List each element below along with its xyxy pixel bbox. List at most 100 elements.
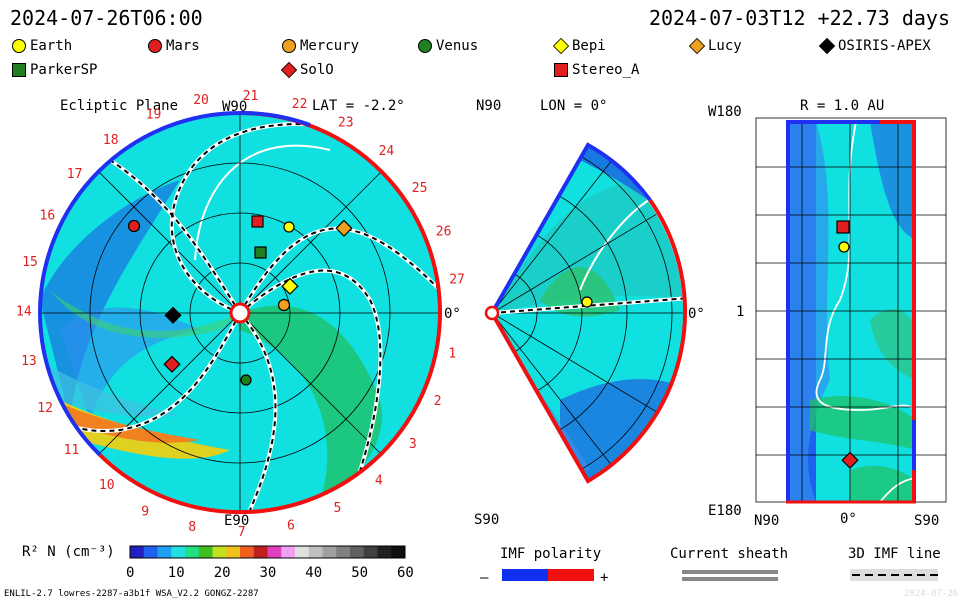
carrington-label: 20 (193, 93, 209, 108)
carrington-label: 24 (379, 144, 395, 159)
left-timestamp: 2024-07-26T06:00 (10, 6, 203, 30)
colorbar-swatch (267, 546, 282, 558)
colorbar-swatch (322, 546, 337, 558)
colorbar-swatch (157, 546, 172, 558)
carrington-label: 14 (16, 305, 32, 320)
carrington-label: 17 (67, 167, 83, 182)
n90-x-label: N90 (754, 513, 779, 529)
sheath-label: Current sheath (670, 546, 788, 562)
legend-item-stereo-a: Stereo_A (554, 62, 639, 78)
carrington-label: 10 (99, 478, 115, 493)
carrington-label: 22 (292, 97, 308, 112)
colorbar-swatch (226, 546, 241, 558)
legend-label: OSIRIS-APEX (838, 38, 931, 54)
r-label: R = 1.0 AU (800, 98, 884, 114)
stereo-a-marker (251, 215, 264, 228)
carrington-label: 15 (22, 255, 38, 270)
ecliptic-title: Ecliptic Plane (60, 98, 178, 114)
earth-marker-2 (581, 296, 593, 308)
carrington-label: 7 (238, 525, 246, 540)
one-label: 1 (736, 304, 744, 320)
carrington-label: 23 (338, 115, 354, 130)
carrington-label: 11 (64, 443, 80, 458)
carrington-label: 1 (448, 347, 456, 362)
w180-label: W180 (708, 104, 742, 120)
lon-label: LON = 0° (540, 98, 607, 114)
colorbar-swatch (281, 546, 296, 558)
s90-label: S90 (474, 512, 499, 528)
legend-label: Bepi (572, 38, 606, 54)
venus-marker (240, 374, 252, 386)
imf-label: IMF polarity (500, 546, 601, 562)
legend-item-earth: Earth (12, 38, 72, 54)
lucy-marker (335, 219, 353, 237)
legend-item-mars: Mars (148, 38, 200, 54)
bepi-marker (281, 277, 299, 295)
carrington-label: 4 (375, 473, 383, 488)
colorbar-tick: 30 (260, 565, 277, 581)
legend-item-solo: SolO (280, 61, 334, 79)
n90-label: N90 (476, 98, 501, 114)
stereo-a-marker-3 (836, 220, 850, 234)
colorbar-tick: 50 (351, 565, 368, 581)
earth-marker (283, 221, 295, 233)
carrington-label: 19 (146, 108, 162, 123)
legend-label: Venus (436, 38, 479, 54)
colorbar-tick: 10 (168, 565, 185, 581)
legend-item-bepi: Bepi (552, 37, 606, 55)
colorbar-swatch (171, 546, 186, 558)
solo-marker-3 (841, 451, 859, 469)
footer-right: 2024-07-26 (904, 589, 958, 599)
legend-item-osiris-apex: OSIRIS-APEX (818, 37, 931, 55)
carrington-label: 25 (412, 181, 428, 196)
circle-icon (418, 39, 432, 53)
colorbar-swatch (363, 546, 378, 558)
colorbar-swatch (185, 546, 200, 558)
carrington-label: 21 (243, 89, 259, 104)
carrington-label: 9 (141, 504, 149, 519)
earth-marker-3 (838, 241, 850, 253)
legend-label: Lucy (708, 38, 742, 54)
colorbar-tick: 40 (305, 565, 322, 581)
e180-label: E180 (708, 503, 742, 519)
legend-label: Mars (166, 38, 200, 54)
colorbar-tick: 60 (397, 565, 414, 581)
zero-label-2: 0° (688, 306, 705, 322)
carrington-label: 16 (40, 209, 56, 224)
colorbar-swatch (143, 546, 158, 558)
carrington-label: 2 (434, 394, 442, 409)
legend-label: Mercury (300, 38, 360, 54)
carrington-label: 27 (449, 272, 465, 287)
colorbar: R² N (cm⁻³) 0 10 20 30 40 50 60 (22, 544, 414, 581)
carrington-label: 18 (103, 133, 119, 148)
legend-label: Stereo_A (572, 62, 640, 78)
colorbar-swatch (391, 546, 406, 558)
right-timestamp: 2024-07-03T12 +22.73 days (648, 6, 950, 30)
legend-label: Earth (30, 38, 73, 54)
solo-marker (163, 355, 181, 373)
colorbar-swatch (130, 546, 145, 558)
carrington-label: 8 (188, 520, 196, 535)
colorbar-tick: 20 (214, 565, 231, 581)
colorbar-swatch (350, 546, 365, 558)
footer-left: ENLIL-2.7 lowres-2287-a3b1f WSA_V2.2 GON… (4, 589, 259, 599)
legend-item-lucy: Lucy (688, 37, 742, 55)
s90-x-label: S90 (914, 513, 939, 529)
legend-label: SolO (300, 62, 334, 78)
meridional-panel: N90 LON = 0° S90 0° (474, 98, 705, 528)
imf-line-legend: 3D IMF line (848, 546, 941, 581)
colorbar-swatch (336, 546, 351, 558)
square-icon (554, 63, 568, 77)
legend-label: ParkerSP (30, 62, 98, 78)
ecliptic-panel: Ecliptic Plane LAT = -2.2° W90 E90 0° 12… (16, 89, 465, 540)
mercury-marker (277, 298, 291, 312)
legend-item-mercury: Mercury (282, 38, 359, 54)
current-sheath-legend: Current sheath (670, 546, 788, 581)
imf-polarity-legend: IMF polarity – + (480, 546, 608, 586)
colorbar-swatch (212, 546, 227, 558)
square-icon (12, 63, 26, 77)
circle-icon (12, 39, 26, 53)
colorbar-swatch (240, 546, 255, 558)
mars-marker (127, 219, 141, 233)
